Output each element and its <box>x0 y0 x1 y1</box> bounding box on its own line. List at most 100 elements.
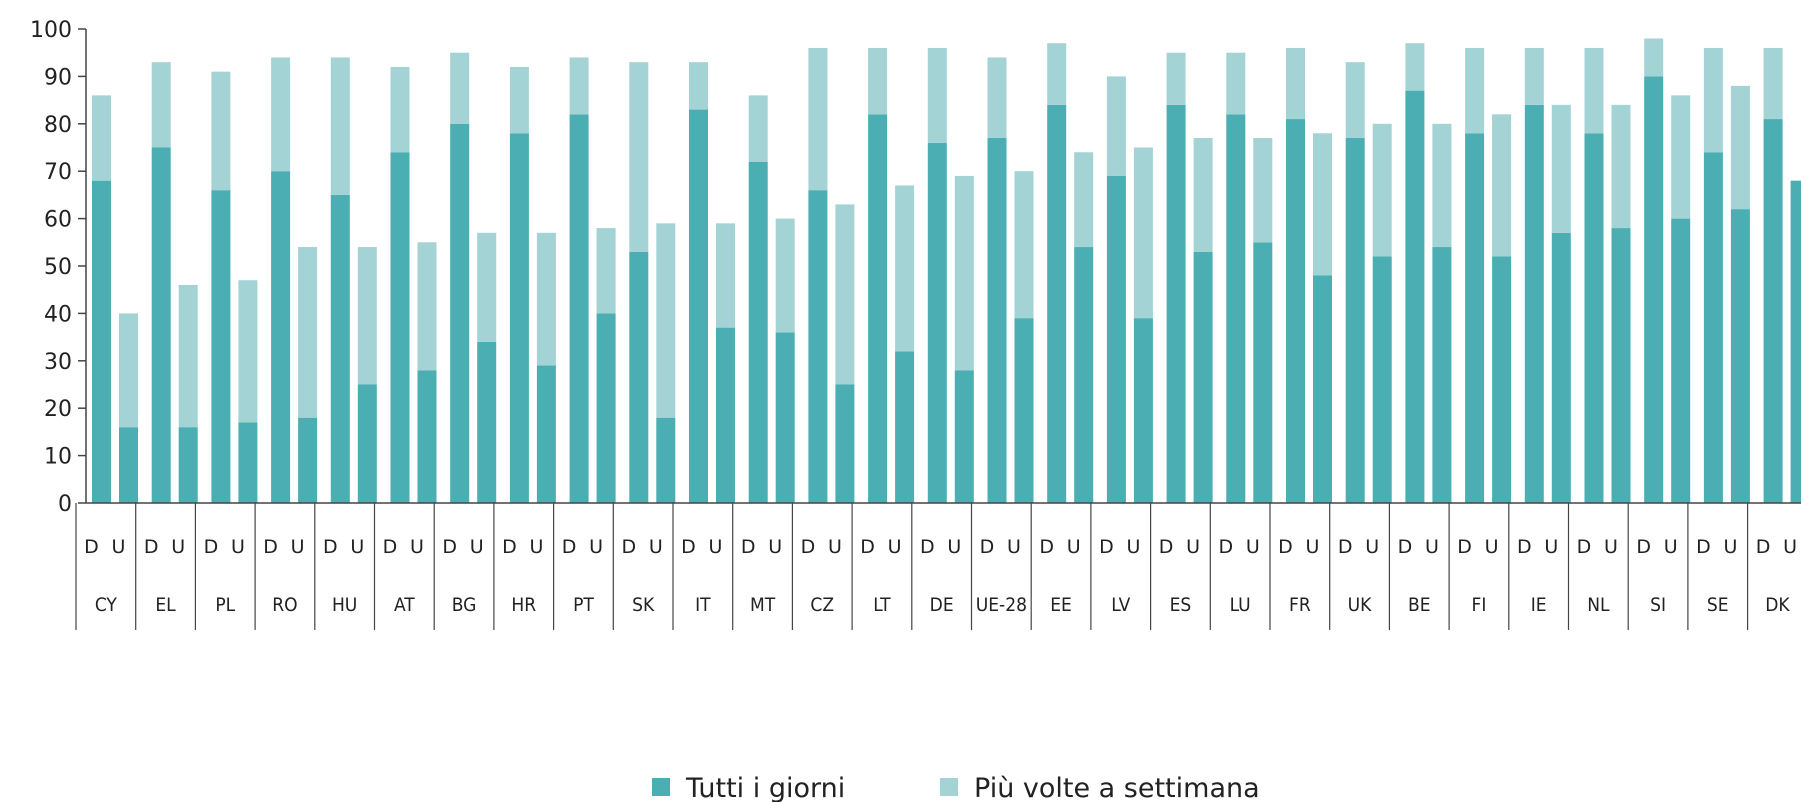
bar-lu-d-piu-volte-a-settimana <box>1226 52 1246 115</box>
bar-ee-d-piu-volte-a-settimana <box>1047 43 1067 105</box>
x-sub-label: U <box>1485 536 1499 558</box>
bar-ie-d-tutti-i-giorni <box>1524 104 1544 503</box>
bar-lu-u-tutti-i-giorni <box>1253 242 1273 504</box>
bar-ro-u-tutti-i-giorni <box>298 417 318 503</box>
bar-be-u-tutti-i-giorni <box>1432 247 1452 503</box>
x-sub-label: U <box>828 536 842 558</box>
bar-pl-d-piu-volte-a-settimana <box>211 71 231 191</box>
bar-ee-d-tutti-i-giorni <box>1047 104 1067 503</box>
bar-be-u-piu-volte-a-settimana <box>1432 123 1452 248</box>
x-sub-label: U <box>350 536 364 558</box>
bar-se-u-tutti-i-giorni <box>1730 209 1750 503</box>
bar-cy-d-tutti-i-giorni <box>92 180 111 503</box>
x-sub-label: D <box>1338 536 1353 558</box>
x-sub-label: D <box>442 536 457 558</box>
x-sub-label: U <box>1783 536 1797 558</box>
bar-si-d-tutti-i-giorni <box>1644 76 1664 504</box>
x-sub-label: D <box>1696 536 1711 558</box>
bar-si-d-piu-volte-a-settimana <box>1644 38 1664 77</box>
bar-mt-u-piu-volte-a-settimana <box>775 218 795 333</box>
bar-ee-u-piu-volte-a-settimana <box>1074 152 1094 248</box>
x-category-label-uk: UK <box>1348 594 1373 616</box>
y-tick-label: 70 <box>44 160 72 185</box>
bar-cy-u-piu-volte-a-settimana <box>119 313 138 428</box>
x-sub-label: D <box>1636 536 1651 558</box>
bar-fi-d-piu-volte-a-settimana <box>1465 47 1485 134</box>
bar-at-d-piu-volte-a-settimana <box>390 66 410 153</box>
bar-hu-d-tutti-i-giorni <box>330 194 350 503</box>
bar-pl-d-tutti-i-giorni <box>211 190 231 503</box>
bar-pt-u-piu-volte-a-settimana <box>596 228 616 314</box>
bar-el-u-piu-volte-a-settimana <box>178 284 198 428</box>
x-sub-label: D <box>681 536 696 558</box>
bar-cz-d-tutti-i-giorni <box>808 190 828 503</box>
bar-be-d-piu-volte-a-settimana <box>1405 43 1425 91</box>
bar-dk-d-piu-volte-a-settimana <box>1763 47 1783 120</box>
bar-cz-d-piu-volte-a-settimana <box>808 47 828 191</box>
y-tick-label: 80 <box>44 113 72 138</box>
bar-es-d-tutti-i-giorni <box>1166 104 1186 503</box>
x-category-label-pt: PT <box>573 594 594 616</box>
bar-at-u-tutti-i-giorni <box>417 370 437 503</box>
x-sub-label: U <box>1544 536 1558 558</box>
x-sub-label: U <box>1723 536 1737 558</box>
y-tick-label: 60 <box>44 208 72 233</box>
y-tick-label: 30 <box>44 350 72 375</box>
bar-lv-d-tutti-i-giorni <box>1106 175 1126 503</box>
y-axis: 0 10 20 30 40 50 60 70 80 90 100 <box>30 18 87 517</box>
x-sub-label: D <box>204 536 219 558</box>
x-sub-label: U <box>1007 536 1021 558</box>
bar-hu-u-tutti-i-giorni <box>357 384 377 503</box>
x-sub-label: D <box>562 536 577 558</box>
x-sub-label: D <box>920 536 935 558</box>
x-category-label-lt: LT <box>873 594 891 616</box>
bar-hu-d-piu-volte-a-settimana <box>330 57 350 195</box>
x-sub-label: U <box>291 536 305 558</box>
bar-lu-d-tutti-i-giorni <box>1226 114 1246 503</box>
x-category-label-ee: EE <box>1050 594 1072 616</box>
x-sub-label: D <box>860 536 875 558</box>
bar-it-d-tutti-i-giorni <box>689 109 708 503</box>
x-sub-label: U <box>1126 536 1140 558</box>
bar-lt-u-piu-volte-a-settimana <box>895 185 915 352</box>
x-category-label-ie: IE <box>1531 594 1547 616</box>
x-sub-label: U <box>1604 536 1618 558</box>
x-category-label-be: BE <box>1408 594 1431 616</box>
bar-el-d-tutti-i-giorni <box>151 147 171 503</box>
bar-es-u-tutti-i-giorni <box>1193 251 1213 503</box>
x-sub-label: D <box>1756 536 1771 558</box>
bar-at-d-tutti-i-giorni <box>390 152 410 504</box>
bar-ie-d-piu-volte-a-settimana <box>1524 47 1544 105</box>
x-category-label-hu: HU <box>332 594 357 616</box>
x-sub-label: U <box>649 536 663 558</box>
bar-be-d-tutti-i-giorni <box>1405 90 1425 504</box>
x-category-label-se: SE <box>1707 594 1729 616</box>
bar-pl-u-tutti-i-giorni <box>238 422 258 503</box>
bar-lv-d-piu-volte-a-settimana <box>1106 76 1126 176</box>
x-sub-label: D <box>383 536 398 558</box>
x-category-label-es: ES <box>1170 594 1192 616</box>
x-sub-label: U <box>1246 536 1260 558</box>
y-tick-label: 50 <box>44 255 72 280</box>
bar-ue-28-u-piu-volte-a-settimana <box>1014 171 1034 319</box>
bar-de-d-piu-volte-a-settimana <box>927 47 947 143</box>
x-category-label-si: SI <box>1650 594 1666 616</box>
x-sub-label: D <box>741 536 756 558</box>
bar-se-d-tutti-i-giorni <box>1703 152 1723 504</box>
bar-pt-u-tutti-i-giorni <box>596 313 616 503</box>
bar-hr-u-piu-volte-a-settimana <box>536 232 556 366</box>
x-category-label-sk: SK <box>632 594 655 616</box>
x-sub-label: D <box>1218 536 1233 558</box>
x-sub-label: D <box>1099 536 1114 558</box>
bar-uk-d-tutti-i-giorni <box>1345 138 1365 503</box>
bar-lt-d-tutti-i-giorni <box>868 114 888 503</box>
x-sub-label: D <box>621 536 636 558</box>
bar-fi-d-tutti-i-giorni <box>1465 133 1485 503</box>
bar-ee-u-tutti-i-giorni <box>1074 247 1094 503</box>
bar-es-d-piu-volte-a-settimana <box>1166 52 1186 105</box>
x-category-label-el: EL <box>155 594 176 616</box>
bar-hu-u-piu-volte-a-settimana <box>357 247 377 385</box>
bar-ie-u-tutti-i-giorni <box>1551 232 1571 503</box>
x-sub-label: D <box>1278 536 1293 558</box>
